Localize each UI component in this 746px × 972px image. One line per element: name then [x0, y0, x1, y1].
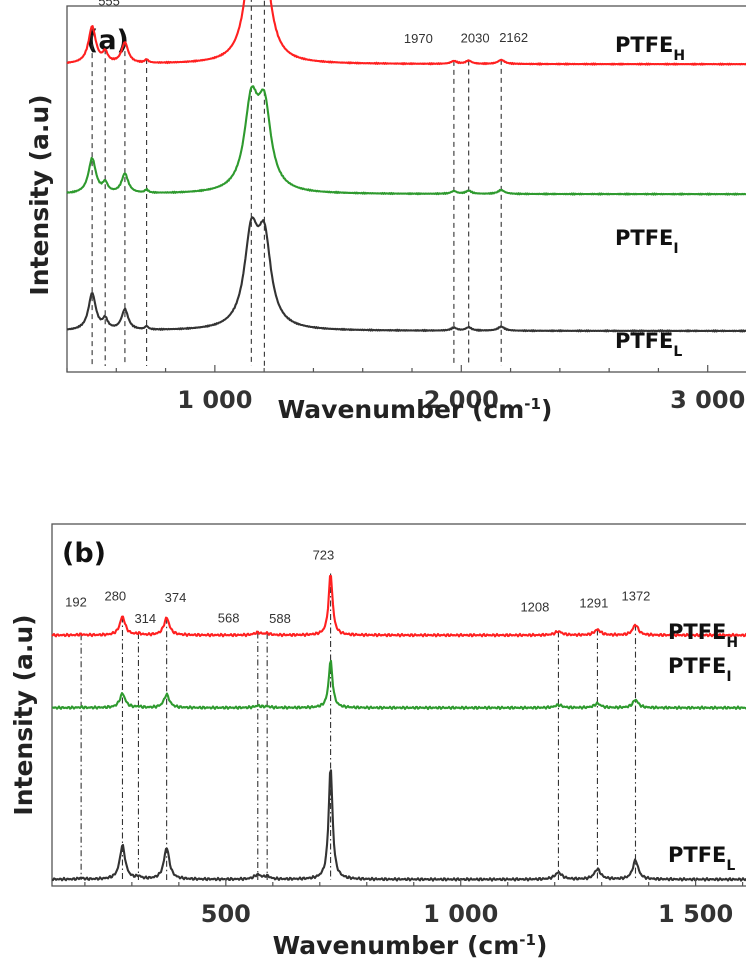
x-tick-label: 1 000: [423, 900, 498, 928]
peak-label: 2162: [499, 30, 528, 45]
series-label: PTFEI: [615, 226, 679, 257]
peak-label: 1208: [520, 599, 549, 614]
panel-b-x-ticks: 500 1 000 1 500: [84, 879, 744, 928]
spectrum-ptfe-l: [51, 769, 746, 882]
spectrum-ptfe-l: [66, 216, 746, 333]
x-tick-label: 500: [201, 900, 251, 928]
peak-label: 1372: [621, 589, 650, 604]
peak-label: 374: [165, 590, 187, 605]
series-label: PTFEH: [668, 620, 738, 651]
panel-a-x-ticks: 1 000 2 000 3 000: [66, 365, 745, 414]
x-tick-label: 1 500: [658, 900, 733, 928]
panel-b-label: (b): [62, 538, 106, 569]
panel-b: (b) 192 280 314 374 568 588 723 1208 1291 1372 PT…: [9, 523, 746, 960]
peak-label: 1970: [404, 31, 433, 46]
series-label: PTFEH: [615, 33, 685, 64]
series-label: PTFEL: [668, 843, 735, 874]
peak-label: 192: [65, 594, 87, 609]
panel-b-y-axis-title: Intensity (a.u): [9, 614, 38, 815]
x-tick-label: 2 000: [424, 386, 499, 414]
spectrum-ptfe-i: [66, 85, 746, 196]
series-label: PTFEI: [668, 654, 732, 685]
panel-b-peak-labels: 192 280 314 374 568 588 723 1208 1291 1372: [65, 547, 650, 626]
x-tick-label: 1 000: [177, 386, 252, 414]
peak-label: 1291: [579, 596, 608, 611]
peak-label: 723: [313, 547, 335, 562]
spectrum-ptfe-h: [66, 0, 746, 66]
peak-label: 314: [134, 611, 156, 626]
series-label: PTFEL: [615, 329, 682, 360]
peak-label: 280: [104, 589, 126, 604]
panel-a: (a) 50255563572311481201197020302162 PTF…: [25, 0, 746, 424]
peak-label: 588: [269, 611, 291, 626]
panel-a-series-labels: PTFEH PTFEI PTFEL: [615, 33, 685, 360]
panel-b-frame: [51, 523, 746, 887]
x-tick-label: 3 000: [670, 386, 745, 414]
peak-label: 568: [218, 610, 240, 625]
panel-b-peak-droplines: [80, 573, 637, 880]
panel-b-spectra: [51, 574, 746, 882]
panel-a-x-axis-title: Wavenumber (cm-1): [278, 395, 553, 424]
panel-a-y-axis-title: Intensity (a.u): [25, 94, 54, 295]
panel-b-x-axis-title: Wavenumber (cm-1): [273, 931, 548, 960]
panel-a-peak-labels: 50255563572311481201197020302162: [98, 0, 528, 46]
panel-a-spectra: [66, 0, 746, 333]
peak-label: 555: [98, 0, 120, 8]
spectrum-ptfe-h: [51, 574, 746, 638]
panel-a-peak-droplines: [91, 0, 502, 366]
peak-label: 2030: [461, 30, 490, 45]
spectrum-ptfe-i: [51, 659, 746, 711]
